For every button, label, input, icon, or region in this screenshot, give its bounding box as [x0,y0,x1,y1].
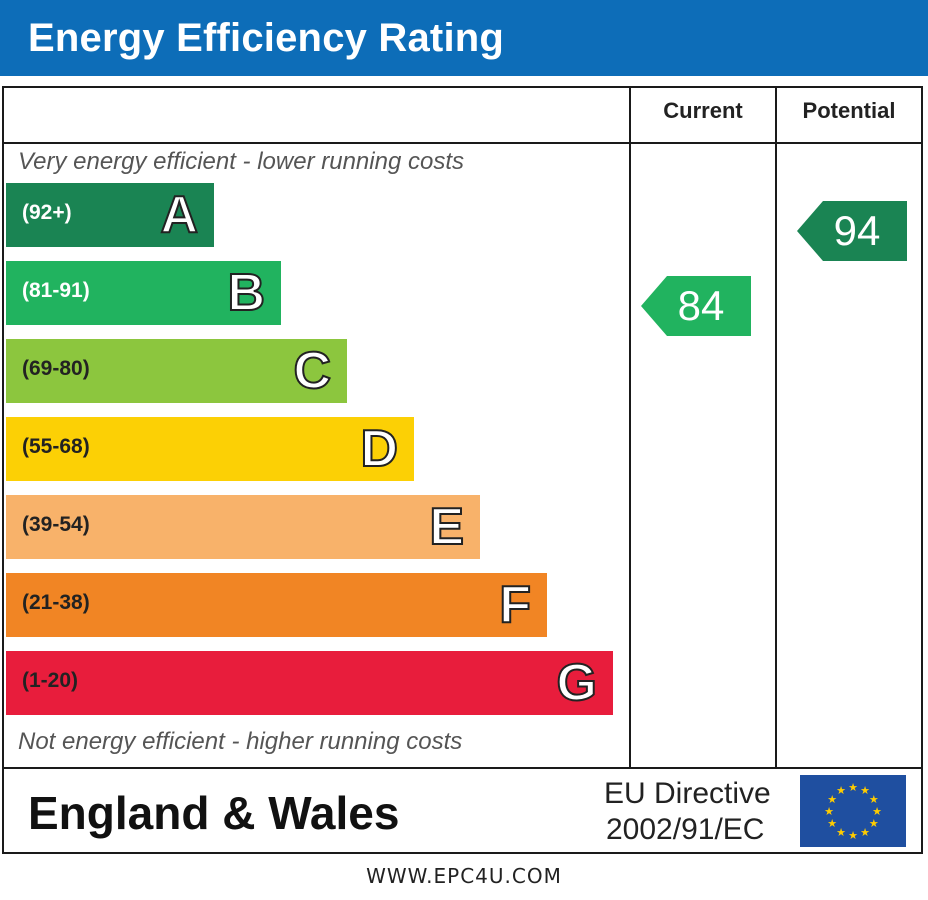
site-url: WWW.EPC4U.COM [366,864,562,888]
potential-column-divider [775,86,777,769]
eu-star-icon: ★ [869,818,879,830]
eu-directive-number: 2002/91/EC [606,813,765,846]
band-g-range: (1-20) [22,669,79,692]
band-e-range: (39-54) [22,513,90,536]
eu-stars: ★ ★★★★★★★★★★★ [824,782,882,842]
region-label: England & Wales [28,787,400,839]
band-a: (92+) A [6,183,214,247]
band-d: (55-68) D [6,417,414,481]
band-b: (81-91) B [6,261,281,325]
eu-star-icon: ★ [860,827,870,839]
band-g: (1-20) G [6,651,613,715]
current-column-header: Current [663,98,743,123]
top-note: Very energy efficient - lower running co… [18,148,464,175]
eu-star-icon: ★ [836,785,846,797]
band-c: (69-80) C [6,339,347,403]
band-f-letter: F [498,575,532,635]
eu-star-icon: ★ [827,818,837,830]
current-rating-value: 84 [677,282,725,329]
header-divider [2,142,923,144]
band-b-range: (81-91) [22,279,90,302]
band-c-range: (69-80) [22,357,90,380]
current-column-divider [629,86,631,769]
potential-rating-arrow: 94 [797,201,907,261]
eu-star-icon: ★ [848,782,858,794]
band-f: (21-38) F [6,573,547,637]
eu-flag-icon: ★ ★ ★ ★ ★ ★ ★ ★ ★ ★ ★ ★ [800,775,906,847]
eu-directive-label: EU Directive [604,777,771,810]
current-arrow-shape [641,276,751,336]
potential-column-header: Potential [802,98,896,123]
footer-divider [2,767,923,769]
title-bar: Energy Efficiency Rating [0,0,928,76]
eu-star-icon: ★ [836,827,846,839]
band-e-letter: E [428,497,465,557]
band-d-letter: D [359,419,399,479]
current-rating-arrow: 84 [641,276,751,336]
page-title: Energy Efficiency Rating [28,16,505,60]
eu-star-icon: ★ [848,830,858,842]
eu-star-icon: ★ [869,794,879,806]
band-a-letter: A [159,185,199,245]
eu-star-icon: ★ [872,806,882,818]
potential-arrow-shape [797,201,907,261]
eu-star-icon: ★ [860,785,870,797]
eu-star-icon: ★ [824,806,834,818]
band-a-range: (92+) [22,201,72,224]
band-c-letter: C [292,341,332,401]
band-f-range: (21-38) [22,591,90,614]
band-b-letter: B [226,263,266,323]
potential-rating-value: 94 [833,207,881,254]
band-g-letter: G [556,653,598,713]
band-e: (39-54) E [6,495,480,559]
rating-table [2,86,923,854]
band-d-range: (55-68) [22,435,90,458]
eu-star-icon: ★ [827,794,837,806]
bottom-note: Not energy efficient - higher running co… [18,728,463,755]
